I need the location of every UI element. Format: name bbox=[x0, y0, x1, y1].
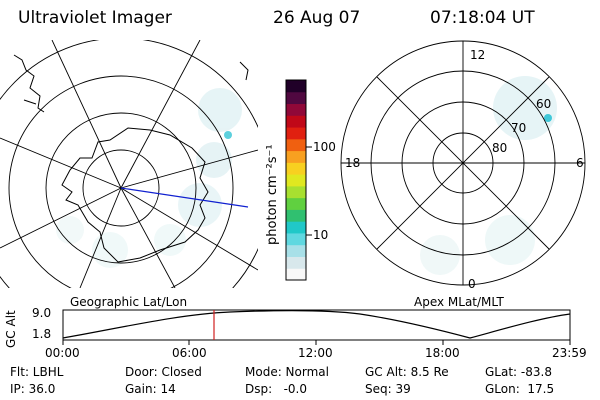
mlt-lines bbox=[341, 41, 585, 285]
status-seq: Seq: 39 bbox=[365, 382, 411, 396]
mlt-label-12: 12 bbox=[470, 48, 486, 62]
colorbar-cell bbox=[286, 115, 306, 128]
colorbar-cell bbox=[286, 185, 306, 199]
aurora-emission-right bbox=[493, 76, 557, 140]
altitude-ylabel: GC Alt bbox=[4, 310, 18, 348]
right-map-caption: Apex MLat/MLT bbox=[414, 295, 504, 309]
status-glon: GLon: 17.5 bbox=[485, 382, 555, 396]
colorbar-cell bbox=[286, 232, 306, 246]
altitude-ytick-low: 1.8 bbox=[32, 327, 52, 341]
colorbar-cell bbox=[286, 197, 306, 210]
colorbar-cell bbox=[286, 103, 306, 116]
mlat-label-60: 60 bbox=[536, 97, 552, 111]
apex-map bbox=[340, 40, 586, 286]
colorbar-cell bbox=[286, 256, 306, 269]
status-dsp: Dsp: -0.0 bbox=[245, 382, 308, 396]
altitude-xtick-1800: 18:00 bbox=[425, 346, 460, 360]
altitude-xtick-0600: 06:00 bbox=[172, 346, 207, 360]
mlat-label-70: 70 bbox=[511, 121, 527, 135]
status-gc-alt: GC Alt: 8.5 Re bbox=[365, 365, 449, 379]
altitude-xtick-2359: 23:59 bbox=[552, 346, 587, 360]
status-door: Door: Closed bbox=[125, 365, 202, 379]
status-mode: Mode: Normal bbox=[245, 365, 329, 379]
colorbar-cell bbox=[286, 80, 306, 93]
time-label: 07:18:04 UT bbox=[430, 8, 535, 28]
colorbar-cell bbox=[286, 127, 306, 140]
meridian-lines bbox=[0, 40, 258, 288]
mlt-label-18: 18 bbox=[345, 156, 361, 170]
left-map-caption: Geographic Lat/Lon bbox=[70, 295, 188, 309]
mlt-label-6: 6 bbox=[576, 156, 584, 170]
status-ip: IP: 36.0 bbox=[10, 382, 56, 396]
colorbar-cell bbox=[286, 91, 306, 105]
colorbar-tick-10: 10 bbox=[313, 228, 329, 242]
altitude-xtick-0000: 00:00 bbox=[45, 346, 80, 360]
satellite-track-line bbox=[120, 187, 249, 208]
colorbar-unit-label: photon cm⁻²s⁻¹ bbox=[265, 144, 280, 245]
colorbar-cell bbox=[286, 174, 306, 187]
continent-outline bbox=[61, 127, 209, 263]
coastline-fragment bbox=[13, 54, 249, 113]
altitude-plot bbox=[62, 309, 571, 345]
geographic-map bbox=[0, 40, 258, 288]
altitude-xtick-1200: 12:00 bbox=[298, 346, 333, 360]
colorbar-cell bbox=[286, 209, 306, 222]
status-glat: GLat: -83.8 bbox=[485, 365, 552, 379]
colorbar-cell bbox=[286, 162, 306, 175]
date-label: 26 Aug 07 bbox=[273, 8, 361, 28]
mlt-label-0: 0 bbox=[468, 277, 476, 291]
colorbar-tick-100: 100 bbox=[313, 140, 336, 154]
status-gain: Gain: 14 bbox=[125, 382, 176, 396]
colorbar-cell bbox=[286, 138, 306, 152]
instrument-title: Ultraviolet Imager bbox=[18, 8, 172, 28]
colorbar-cell bbox=[286, 221, 306, 234]
mlat-label-80: 80 bbox=[492, 141, 508, 155]
altitude-ytick-high: 9.0 bbox=[32, 306, 52, 320]
status-filter: Flt: LBHL bbox=[10, 365, 64, 379]
altitude-curve bbox=[62, 310, 571, 339]
colorbar-cell bbox=[286, 268, 306, 281]
colorbar-cell bbox=[286, 150, 306, 163]
latitude-circles bbox=[0, 40, 258, 288]
colorbar bbox=[285, 79, 312, 281]
colorbar-cell bbox=[286, 244, 306, 257]
